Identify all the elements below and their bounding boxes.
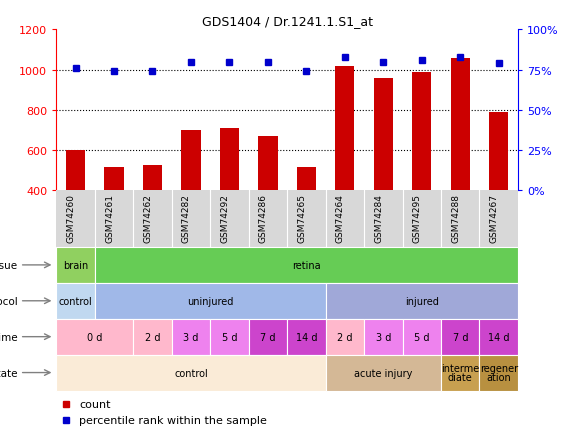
Text: GSM74284: GSM74284 xyxy=(374,194,383,243)
Text: GSM74260: GSM74260 xyxy=(66,194,75,243)
Text: interme
diate: interme diate xyxy=(441,363,479,382)
Text: disease state: disease state xyxy=(0,368,18,378)
Bar xyxy=(66,151,85,191)
Text: percentile rank within the sample: percentile rank within the sample xyxy=(79,415,267,425)
Text: GSM74264: GSM74264 xyxy=(336,194,345,243)
Title: GDS1404 / Dr.1241.1.S1_at: GDS1404 / Dr.1241.1.S1_at xyxy=(202,15,373,28)
Bar xyxy=(210,319,249,355)
Text: control: control xyxy=(174,368,208,378)
Bar xyxy=(480,319,518,355)
Bar xyxy=(56,355,325,391)
Text: protocol: protocol xyxy=(0,296,18,306)
Bar xyxy=(441,355,480,391)
Bar xyxy=(104,168,124,191)
Text: count: count xyxy=(79,399,111,409)
Text: 7 d: 7 d xyxy=(453,332,468,342)
Bar xyxy=(403,319,441,355)
Bar xyxy=(181,131,200,191)
Bar xyxy=(95,283,325,319)
Bar xyxy=(56,283,95,319)
Text: 14 d: 14 d xyxy=(488,332,510,342)
Text: control: control xyxy=(59,296,92,306)
Text: uninjured: uninjured xyxy=(187,296,234,306)
Bar xyxy=(335,66,355,191)
Bar xyxy=(258,137,278,191)
Text: GSM74261: GSM74261 xyxy=(105,194,114,243)
Text: GSM74262: GSM74262 xyxy=(144,194,153,243)
Text: GSM74295: GSM74295 xyxy=(413,194,422,243)
Text: 5 d: 5 d xyxy=(222,332,237,342)
Text: 7 d: 7 d xyxy=(260,332,276,342)
Bar xyxy=(143,166,162,191)
Text: 0 d: 0 d xyxy=(87,332,102,342)
Text: GSM74288: GSM74288 xyxy=(452,194,460,243)
Text: GSM74292: GSM74292 xyxy=(221,194,230,243)
Text: retina: retina xyxy=(292,260,321,270)
Text: brain: brain xyxy=(63,260,88,270)
Text: acute injury: acute injury xyxy=(354,368,413,378)
Bar xyxy=(297,168,316,191)
Bar xyxy=(56,247,95,283)
Bar xyxy=(450,59,470,191)
Bar xyxy=(56,319,133,355)
Bar xyxy=(220,129,239,191)
Text: GSM74267: GSM74267 xyxy=(490,194,499,243)
Bar xyxy=(287,319,325,355)
Text: time: time xyxy=(0,332,18,342)
Bar xyxy=(480,355,518,391)
Bar xyxy=(325,283,518,319)
Bar xyxy=(441,319,480,355)
Bar xyxy=(374,79,393,191)
Text: 3 d: 3 d xyxy=(376,332,391,342)
Text: 5 d: 5 d xyxy=(414,332,430,342)
Bar xyxy=(489,113,508,191)
Text: 14 d: 14 d xyxy=(296,332,317,342)
Bar xyxy=(133,319,172,355)
Bar xyxy=(325,355,441,391)
Text: GSM74282: GSM74282 xyxy=(182,194,191,243)
Bar xyxy=(172,319,210,355)
Bar xyxy=(364,319,403,355)
Text: GSM74265: GSM74265 xyxy=(297,194,306,243)
Bar xyxy=(325,319,364,355)
Text: regener
ation: regener ation xyxy=(480,363,518,382)
Text: injured: injured xyxy=(405,296,439,306)
Text: 2 d: 2 d xyxy=(337,332,352,342)
Text: GSM74286: GSM74286 xyxy=(259,194,268,243)
Text: 3 d: 3 d xyxy=(184,332,199,342)
Bar xyxy=(249,319,287,355)
Text: 2 d: 2 d xyxy=(145,332,160,342)
Text: tissue: tissue xyxy=(0,260,18,270)
Bar xyxy=(412,72,431,191)
Bar xyxy=(95,247,518,283)
